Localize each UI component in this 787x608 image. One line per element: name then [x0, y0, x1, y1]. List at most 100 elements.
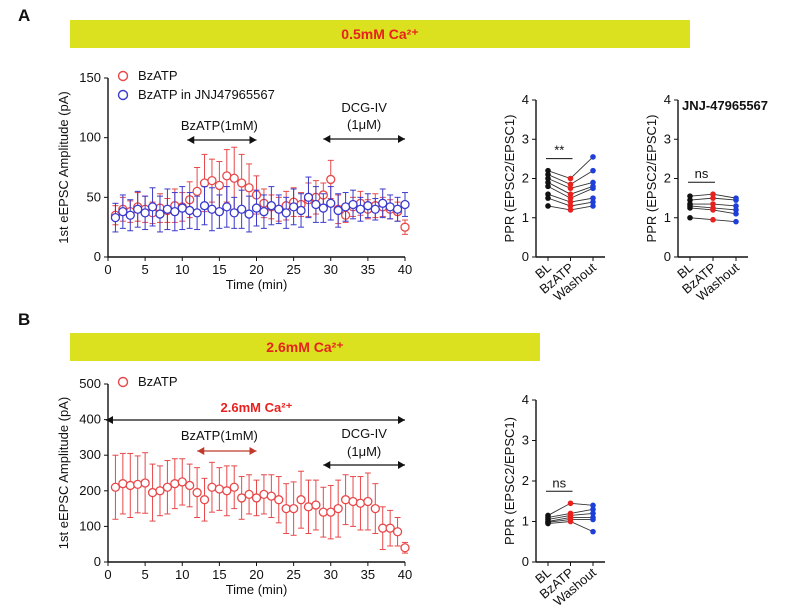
- a_time-series-1: [110, 176, 410, 233]
- b_time-x-tick-label: 40: [398, 567, 412, 582]
- a_ppr2-point: [687, 193, 693, 199]
- a_ppr1-pair-1: [545, 167, 596, 188]
- b_time-y-tick-label: 100: [79, 518, 101, 533]
- b_time-point: [363, 496, 373, 507]
- b_time-point: [125, 480, 135, 491]
- a_ppr1-point: [590, 154, 596, 160]
- a-dcg-arrow-head-right: [398, 135, 405, 143]
- b-dcg-arrow-head-right: [398, 461, 405, 469]
- b_time-point: [140, 478, 150, 488]
- b_time-point: [340, 495, 351, 505]
- b_time-x-tick-label: 35: [361, 567, 375, 582]
- b_time-point: [185, 480, 195, 491]
- b-drug-label: BzATP(1mM): [181, 428, 258, 443]
- b_ppr-point: [590, 510, 596, 517]
- b-dcg-label: DCG-IV: [341, 426, 387, 441]
- a_time-point: [222, 202, 232, 212]
- b_time-point: [118, 479, 128, 489]
- a_ppr1-point: [567, 203, 574, 209]
- a_time-x-tick-label: 40: [398, 262, 412, 277]
- a_ppr2-y-tick-label: 1: [664, 210, 671, 225]
- a_time-point: [133, 204, 143, 214]
- a_time-point: [326, 174, 336, 185]
- b_time-point: [385, 523, 395, 533]
- a_time-point: [214, 207, 225, 217]
- b_time-point: [274, 495, 284, 505]
- b_time-point: [348, 496, 358, 507]
- a-drug-label: BzATP(1mM): [181, 118, 258, 133]
- a_time-y-tick-label: 100: [79, 130, 101, 145]
- b_time-point: [311, 500, 321, 510]
- a_ppr1-point: [545, 171, 551, 178]
- a_time-point: [140, 208, 150, 218]
- b_time-x-tick-label: 20: [249, 567, 263, 582]
- a_ppr2-point: [733, 211, 739, 217]
- a_ppr1-point: [567, 199, 574, 205]
- a_time-point: [192, 208, 202, 218]
- a_time-y-tick-label: 50: [87, 189, 101, 204]
- a_time-point: [118, 207, 128, 217]
- b_time-point: [326, 507, 336, 517]
- b_time-point: [296, 495, 306, 505]
- b_time-y-tick-label: 500: [79, 376, 101, 391]
- b_time-y-tick-label: 200: [79, 483, 101, 498]
- b_ppr-point: [545, 520, 551, 527]
- a_ppr2-point: [710, 201, 716, 207]
- b_ppr-point: [590, 528, 596, 535]
- a_time-legend-marker: [117, 70, 129, 82]
- a_time-legend-marker: [117, 89, 129, 101]
- a_ppr1-y-tick-label: 0: [522, 249, 529, 264]
- b_time-point: [251, 493, 262, 503]
- a_ppr2-pair-5: [687, 214, 739, 225]
- a_time-point: [207, 175, 217, 186]
- b_time-legend-marker: [117, 376, 129, 388]
- a_time-point: [333, 205, 343, 216]
- a_ppr2-point: [733, 207, 739, 213]
- a_ppr1-point: [545, 183, 551, 190]
- b_time-point: [333, 503, 343, 514]
- a_ppr2-point: [687, 205, 693, 211]
- a_ppr2-point: [710, 207, 716, 213]
- a_ppr2-title: JNJ-47965567: [682, 98, 768, 113]
- a_time-point: [229, 173, 239, 183]
- b_time-point: [147, 487, 158, 498]
- a-drug-arrow-head-left: [187, 136, 195, 144]
- a_ppr1-y-tick-label: 1: [522, 210, 529, 225]
- panel-letter-a: A: [18, 6, 31, 25]
- panel-letter-b: B: [18, 310, 31, 329]
- a_time-x-tick-label: 30: [324, 262, 338, 277]
- a_time-series-0: [110, 146, 410, 235]
- a_time-point: [355, 204, 366, 214]
- a_ppr1-point: [567, 195, 574, 201]
- a_time-point: [244, 209, 254, 219]
- b_time-series-0: [110, 452, 410, 554]
- b-full-arrow-head-left: [106, 416, 113, 424]
- a_ppr1-point: [545, 195, 551, 201]
- a_time-point: [244, 183, 254, 193]
- a_ppr2-point: [687, 214, 693, 221]
- b_ppr-y-tick-label: 0: [522, 554, 529, 569]
- b_time-y-tick-label: 300: [79, 447, 101, 462]
- b_time-point: [266, 491, 277, 501]
- a_time-point: [348, 199, 358, 210]
- b_time-x-tick-label: 15: [212, 567, 226, 582]
- a_time-y-tick-label: 150: [79, 70, 101, 85]
- a_time-x-tick-label: 20: [249, 262, 263, 277]
- banner-a: 0.5mM Ca²⁺: [70, 20, 690, 48]
- a_ppr1-pair-0: [545, 154, 596, 182]
- a_time-x-label: Time (min): [226, 277, 288, 292]
- a_ppr1-point: [590, 167, 596, 174]
- a_time-x-tick-label: 15: [212, 262, 226, 277]
- b_time-point: [244, 489, 254, 500]
- b_time-point: [199, 495, 210, 505]
- b_time-x-tick-label: 10: [175, 567, 189, 582]
- b_time-legend-label: BzATP: [138, 374, 178, 389]
- a_ppr1-pair-6: [545, 195, 596, 209]
- a_ppr1-point: [567, 185, 574, 192]
- b_time-point: [259, 489, 269, 500]
- a_ppr1-point: [567, 191, 574, 197]
- a_ppr1-point: [590, 185, 596, 192]
- b_time-point: [229, 482, 239, 492]
- a_ppr2-point: [733, 218, 739, 225]
- a_ppr1-point: [545, 203, 551, 209]
